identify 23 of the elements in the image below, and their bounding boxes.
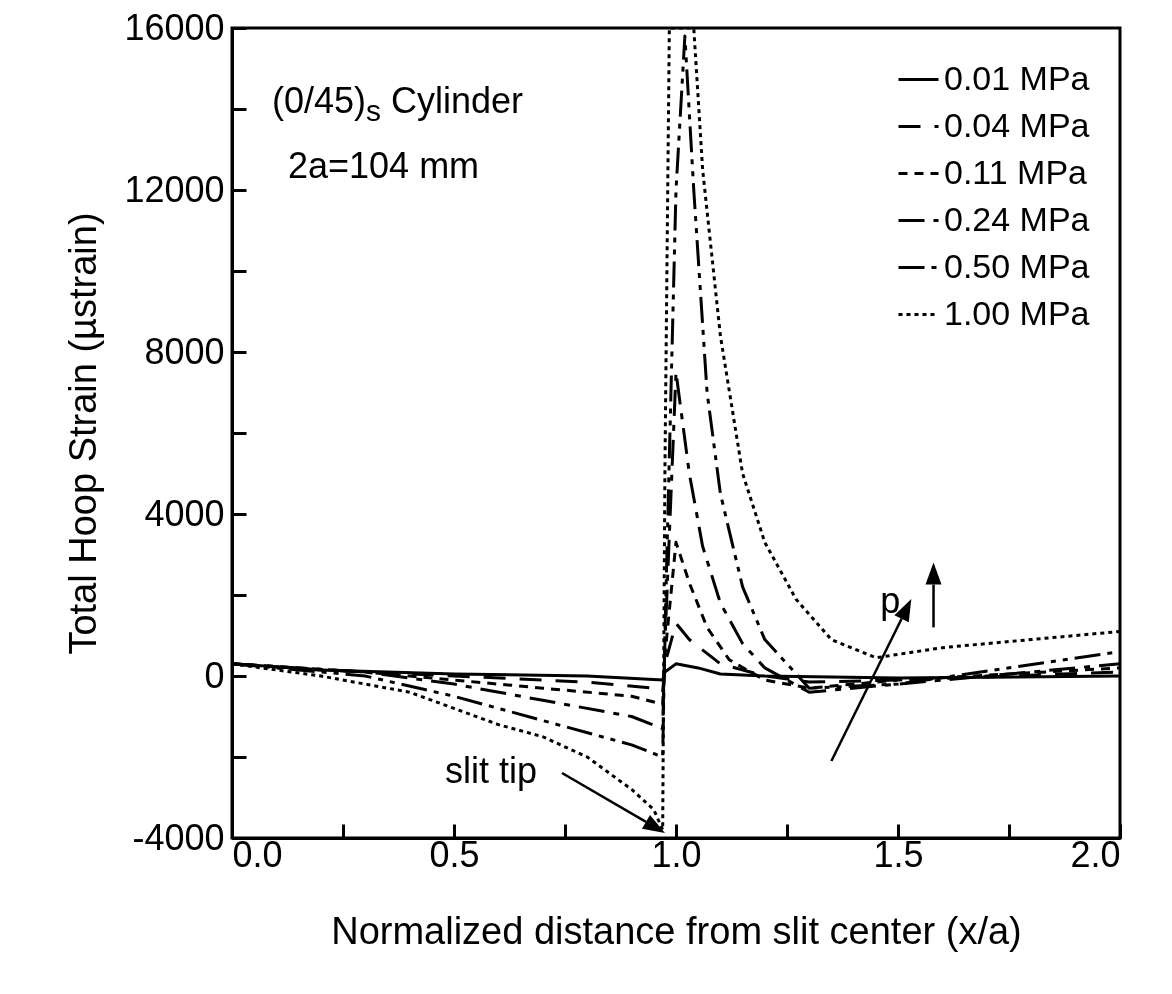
legend-label: 1.00 MPa xyxy=(944,293,1090,332)
y-tick-label: -4000 xyxy=(132,816,225,858)
x-tick-label: 2.0 xyxy=(1070,833,1121,875)
y-tick-label: 0 xyxy=(204,654,225,696)
annotation: (0/45)$_{s}$ Cylinder xyxy=(272,80,524,128)
legend-label: 0.24 MPa xyxy=(944,199,1090,238)
y-axis-title: Total Hoop Strain (µstrain) xyxy=(62,212,105,655)
legend-label: 0.11 MPa xyxy=(944,152,1088,191)
annotation: p xyxy=(880,579,901,621)
annotation: slit tip xyxy=(445,750,538,791)
y-tick-label: 8000 xyxy=(144,330,225,372)
legend-label: 0.04 MPa xyxy=(944,105,1090,144)
x-axis-title: Normalized distance from slit center (x/a) xyxy=(331,909,1022,952)
annotation: 2a=104 mm xyxy=(288,145,480,186)
x-tick-label: 1.5 xyxy=(873,833,924,875)
legend-label: 0.01 MPa xyxy=(944,58,1090,97)
y-tick-label: 16000 xyxy=(124,6,225,48)
x-tick-label: 1.0 xyxy=(651,833,702,875)
legend-label: 0.50 MPa xyxy=(944,246,1090,285)
x-tick-label: 0.0 xyxy=(232,833,283,875)
x-tick-label: 0.5 xyxy=(429,833,480,875)
y-tick-label: 4000 xyxy=(144,492,225,534)
y-tick-label: 12000 xyxy=(124,168,225,210)
